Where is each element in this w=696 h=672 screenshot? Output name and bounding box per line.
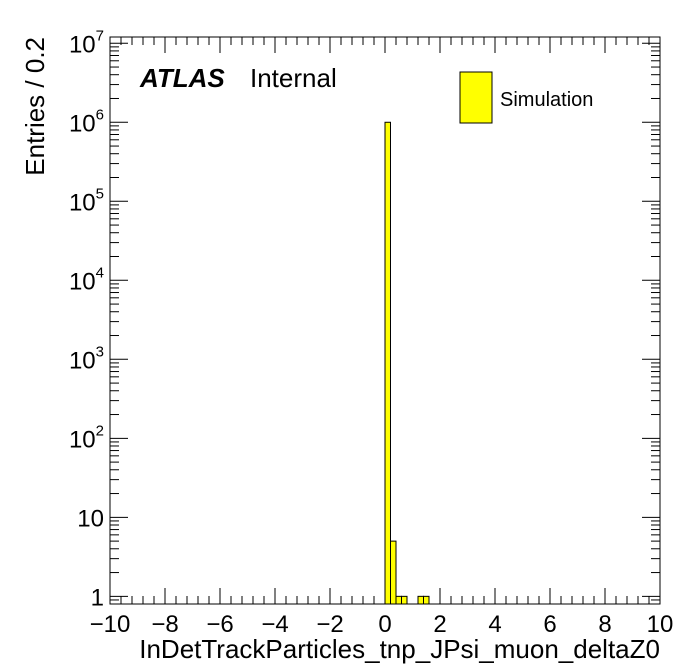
y-axis-title: Entries / 0.2: [20, 37, 50, 176]
y-tick-labels: 1 10 102 103 104 105 106 107: [69, 27, 104, 611]
histogram-bar-5: [423, 595, 430, 605]
y-tick-label: 107: [69, 27, 104, 58]
x-tick-label: 0: [378, 611, 391, 638]
x-tick-label: 2: [433, 611, 446, 638]
y-tick-label: 1: [91, 584, 104, 611]
y-tick-label: 103: [69, 343, 104, 374]
legend: Simulation: [459, 71, 593, 124]
x-tick-label: 6: [543, 611, 556, 638]
internal-label: Internal: [250, 63, 337, 93]
histogram-bar-4: [417, 595, 424, 605]
x-axis-title: InDetTrackParticles_tnp_JPsi_muon_deltaZ…: [139, 634, 660, 664]
y-tick-label: 106: [69, 106, 104, 137]
histogram-bar-3: [401, 595, 408, 605]
histogram-bar-1: [390, 540, 397, 605]
axis-ticks: [109, 37, 661, 605]
x-tick-label: −8: [151, 611, 178, 638]
x-tick-label: −6: [206, 611, 233, 638]
x-tick-label: −10: [90, 611, 131, 638]
y-tick-label: 104: [69, 264, 104, 295]
legend-swatch-simulation: [459, 71, 493, 124]
atlas-label: ATLAS: [139, 63, 225, 93]
x-tick-label: 10: [647, 611, 674, 638]
x-tick-labels: −10 −8 −6 −4 −2 0 2 4 6 8 10: [90, 611, 674, 638]
x-tick-label: −4: [261, 611, 288, 638]
histogram-bars: [384, 121, 430, 605]
y-tick-label: 105: [69, 185, 104, 216]
plot-frame: [109, 36, 661, 605]
x-tick-label: 8: [598, 611, 611, 638]
y-tick-label: 10: [77, 505, 104, 532]
x-tick-label: 4: [488, 611, 501, 638]
histogram-bar-0: [384, 121, 391, 605]
legend-label-simulation: Simulation: [500, 89, 593, 111]
histogram-bar-2: [395, 595, 402, 605]
x-tick-label: −2: [316, 611, 343, 638]
y-tick-label: 102: [69, 422, 104, 453]
